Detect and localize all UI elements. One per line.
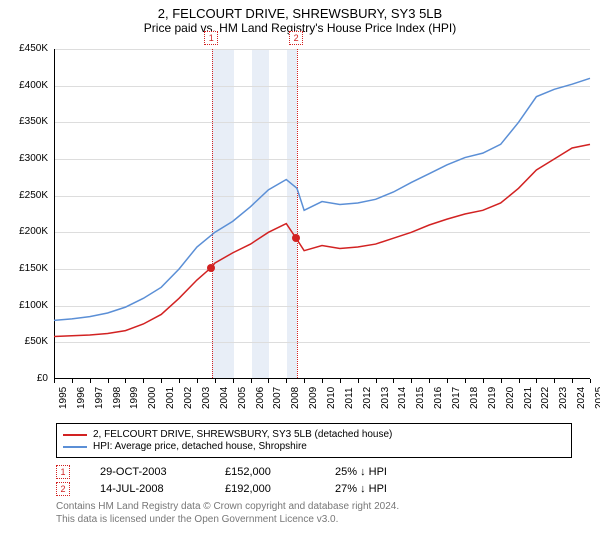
legend: 2, FELCOURT DRIVE, SHREWSBURY, SY3 5LB (… xyxy=(56,423,572,458)
chart-title: 2, FELCOURT DRIVE, SHREWSBURY, SY3 5LB xyxy=(8,6,592,21)
sale-dot xyxy=(292,234,300,242)
x-tick-label: 1998 xyxy=(112,387,123,409)
x-tick xyxy=(90,379,91,383)
x-tick xyxy=(519,379,520,383)
x-tick-label: 1996 xyxy=(76,387,87,409)
x-tick xyxy=(143,379,144,383)
x-tick-label: 2025 xyxy=(594,387,600,409)
x-tick-label: 2006 xyxy=(255,387,266,409)
x-tick xyxy=(197,379,198,383)
x-tick xyxy=(447,379,448,383)
x-tick xyxy=(268,379,269,383)
sale-price: £152,000 xyxy=(225,466,305,478)
x-tick xyxy=(322,379,323,383)
x-tick xyxy=(251,379,252,383)
x-tick-label: 2020 xyxy=(505,387,516,409)
legend-swatch xyxy=(63,434,87,436)
sale-vs-hpi: 27% ↓ HPI xyxy=(335,483,387,495)
x-tick-label: 1999 xyxy=(129,387,140,409)
x-tick-label: 2004 xyxy=(219,387,230,409)
x-tick-label: 2002 xyxy=(183,387,194,409)
x-tick xyxy=(429,379,430,383)
x-tick-label: 2001 xyxy=(165,387,176,409)
x-tick-label: 2007 xyxy=(272,387,283,409)
sale-row: 2 14-JUL-2008 £192,000 27% ↓ HPI xyxy=(56,482,592,496)
x-tick xyxy=(54,379,55,383)
sale-price: £192,000 xyxy=(225,483,305,495)
footer-line1: Contains HM Land Registry data © Crown c… xyxy=(56,500,592,513)
x-tick xyxy=(536,379,537,383)
legend-swatch xyxy=(63,446,87,448)
x-tick xyxy=(179,379,180,383)
legend-item: HPI: Average price, detached house, Shro… xyxy=(63,441,565,452)
legend-item: 2, FELCOURT DRIVE, SHREWSBURY, SY3 5LB (… xyxy=(63,429,565,440)
x-tick-label: 2000 xyxy=(147,387,158,409)
x-tick xyxy=(108,379,109,383)
x-tick-label: 2011 xyxy=(344,387,355,409)
x-tick xyxy=(340,379,341,383)
series-hpi xyxy=(54,78,590,320)
x-tick-label: 2010 xyxy=(326,387,337,409)
sale-date: 14-JUL-2008 xyxy=(100,483,195,495)
sale-row-marker: 2 xyxy=(56,482,70,496)
x-tick xyxy=(572,379,573,383)
x-tick xyxy=(554,379,555,383)
x-tick-label: 2009 xyxy=(308,387,319,409)
chart-container: 2, FELCOURT DRIVE, SHREWSBURY, SY3 5LB P… xyxy=(0,0,600,560)
x-tick xyxy=(304,379,305,383)
x-tick-label: 2003 xyxy=(201,387,212,409)
x-tick-label: 2022 xyxy=(540,387,551,409)
x-tick xyxy=(72,379,73,383)
x-tick-label: 2013 xyxy=(380,387,391,409)
series-property xyxy=(54,144,590,336)
x-tick xyxy=(233,379,234,383)
x-tick-label: 2024 xyxy=(576,387,587,409)
x-tick-label: 2014 xyxy=(397,387,408,409)
sale-dot xyxy=(207,264,215,272)
x-tick-label: 2021 xyxy=(523,387,534,409)
x-tick xyxy=(411,379,412,383)
sale-row: 1 29-OCT-2003 £152,000 25% ↓ HPI xyxy=(56,465,592,479)
legend-label: 2, FELCOURT DRIVE, SHREWSBURY, SY3 5LB (… xyxy=(93,429,392,440)
x-tick-label: 2023 xyxy=(558,387,569,409)
x-tick xyxy=(501,379,502,383)
x-tick-label: 2017 xyxy=(451,387,462,409)
x-tick-label: 1997 xyxy=(94,387,105,409)
x-tick xyxy=(125,379,126,383)
sales-list: 1 29-OCT-2003 £152,000 25% ↓ HPI 2 14-JUL-200… xyxy=(8,462,592,496)
footer-line2: This data is licensed under the Open Gov… xyxy=(56,513,592,526)
x-tick xyxy=(286,379,287,383)
x-tick-label: 2012 xyxy=(362,387,373,409)
sale-row-marker: 1 xyxy=(56,465,70,479)
x-tick-label: 2015 xyxy=(415,387,426,409)
x-tick xyxy=(215,379,216,383)
x-tick xyxy=(483,379,484,383)
chart-plot-area: £0£50K£100K£150K£200K£250K£300K£350K£400… xyxy=(8,39,592,419)
x-tick-label: 2018 xyxy=(469,387,480,409)
x-tick-label: 2005 xyxy=(237,387,248,409)
x-tick xyxy=(376,379,377,383)
series-svg xyxy=(8,39,590,379)
footer-attribution: Contains HM Land Registry data © Crown c… xyxy=(56,500,592,526)
x-tick xyxy=(590,379,591,383)
x-tick xyxy=(161,379,162,383)
x-tick xyxy=(358,379,359,383)
x-tick-label: 1995 xyxy=(58,387,69,409)
x-tick-label: 2016 xyxy=(433,387,444,409)
sale-vs-hpi: 25% ↓ HPI xyxy=(335,466,387,478)
x-tick-label: 2008 xyxy=(290,387,301,409)
sale-date: 29-OCT-2003 xyxy=(100,466,195,478)
x-tick xyxy=(393,379,394,383)
x-tick-label: 2019 xyxy=(487,387,498,409)
x-tick xyxy=(465,379,466,383)
legend-label: HPI: Average price, detached house, Shro… xyxy=(93,441,307,452)
